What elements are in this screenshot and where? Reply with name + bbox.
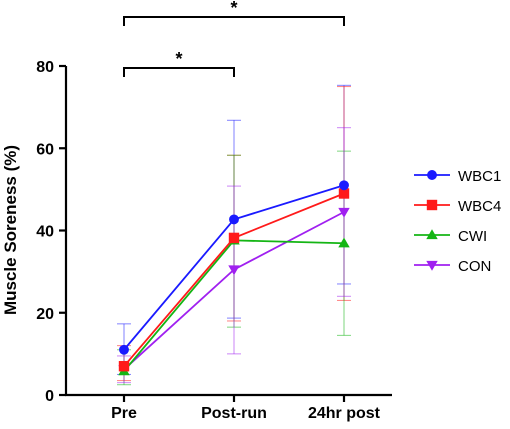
significance-bracket	[123, 16, 345, 26]
legend-label: WBC4	[458, 198, 501, 215]
data-point	[118, 361, 130, 372]
significance-brackets: **	[123, 0, 345, 77]
legend-label: WBC1	[458, 168, 501, 185]
y-ticks: 0 20 40 60 80	[36, 59, 66, 405]
y-tick-label: 80	[36, 59, 54, 76]
data-point	[338, 237, 350, 248]
y-axis-label: Muscle Soreness (%)	[1, 145, 20, 315]
data-point	[228, 232, 240, 244]
x-tick-label: Post-run	[201, 405, 267, 422]
significance-star: *	[230, 0, 237, 18]
legend-item-wbc1: WBC1	[414, 168, 501, 185]
y-tick-label: 60	[36, 141, 54, 158]
y-tick-label: 0	[45, 388, 54, 405]
y-tick-label: 20	[36, 306, 54, 323]
series-layer	[117, 84, 351, 386]
legend-marker	[427, 170, 437, 180]
legend-marker	[426, 229, 438, 240]
series-wbc4	[118, 188, 350, 372]
significance-bracket	[123, 67, 235, 77]
data-point	[339, 180, 349, 191]
legend: WBC1 WBC4 CWI CON	[414, 168, 501, 275]
significance-star: *	[175, 49, 182, 69]
legend-marker	[426, 260, 438, 271]
legend-label: CON	[458, 258, 491, 275]
data-point	[229, 214, 239, 225]
data-point	[338, 207, 350, 218]
data-point	[338, 188, 350, 199]
x-ticks: Pre Post-run 24hr post	[111, 395, 381, 422]
x-tick-label: Pre	[111, 405, 137, 422]
series-wbc1	[119, 180, 349, 355]
y-tick-label: 40	[36, 224, 54, 241]
legend-marker	[426, 199, 438, 211]
data-point	[119, 344, 129, 355]
legend-item-con: CON	[414, 258, 491, 275]
legend-item-wbc4: WBC4	[414, 198, 501, 215]
data-point	[228, 265, 240, 276]
legend-item-cwi: CWI	[414, 228, 487, 245]
legend-label: CWI	[458, 228, 487, 245]
x-tick-label: 24hr post	[308, 405, 381, 422]
